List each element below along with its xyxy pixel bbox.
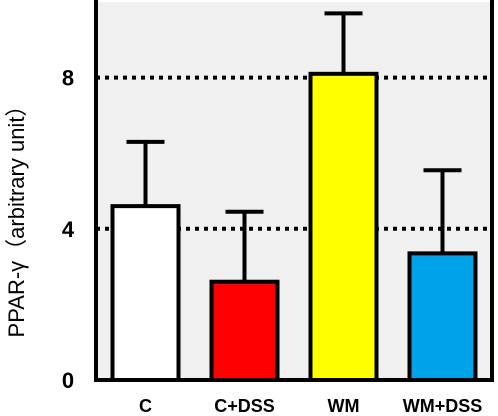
bar-c (110, 204, 181, 382)
bar-wm-dss (407, 251, 478, 382)
bar-c-dss (209, 279, 280, 382)
y-tick-label-8: 8 (62, 66, 74, 91)
x-tick-label-c-dss: C+DSS (214, 396, 275, 416)
y-tick-label-0: 0 (62, 368, 74, 393)
y-axis-label: PPAR-γ（arbitrary unit） (4, 95, 29, 338)
x-tick-label-wm-dss: WM+DSS (403, 396, 483, 416)
bar-wm (308, 71, 379, 382)
y-tick-label-4: 4 (62, 217, 75, 242)
x-tick-label-wm: WM (328, 396, 360, 416)
x-tick-label-c: C (139, 396, 152, 416)
